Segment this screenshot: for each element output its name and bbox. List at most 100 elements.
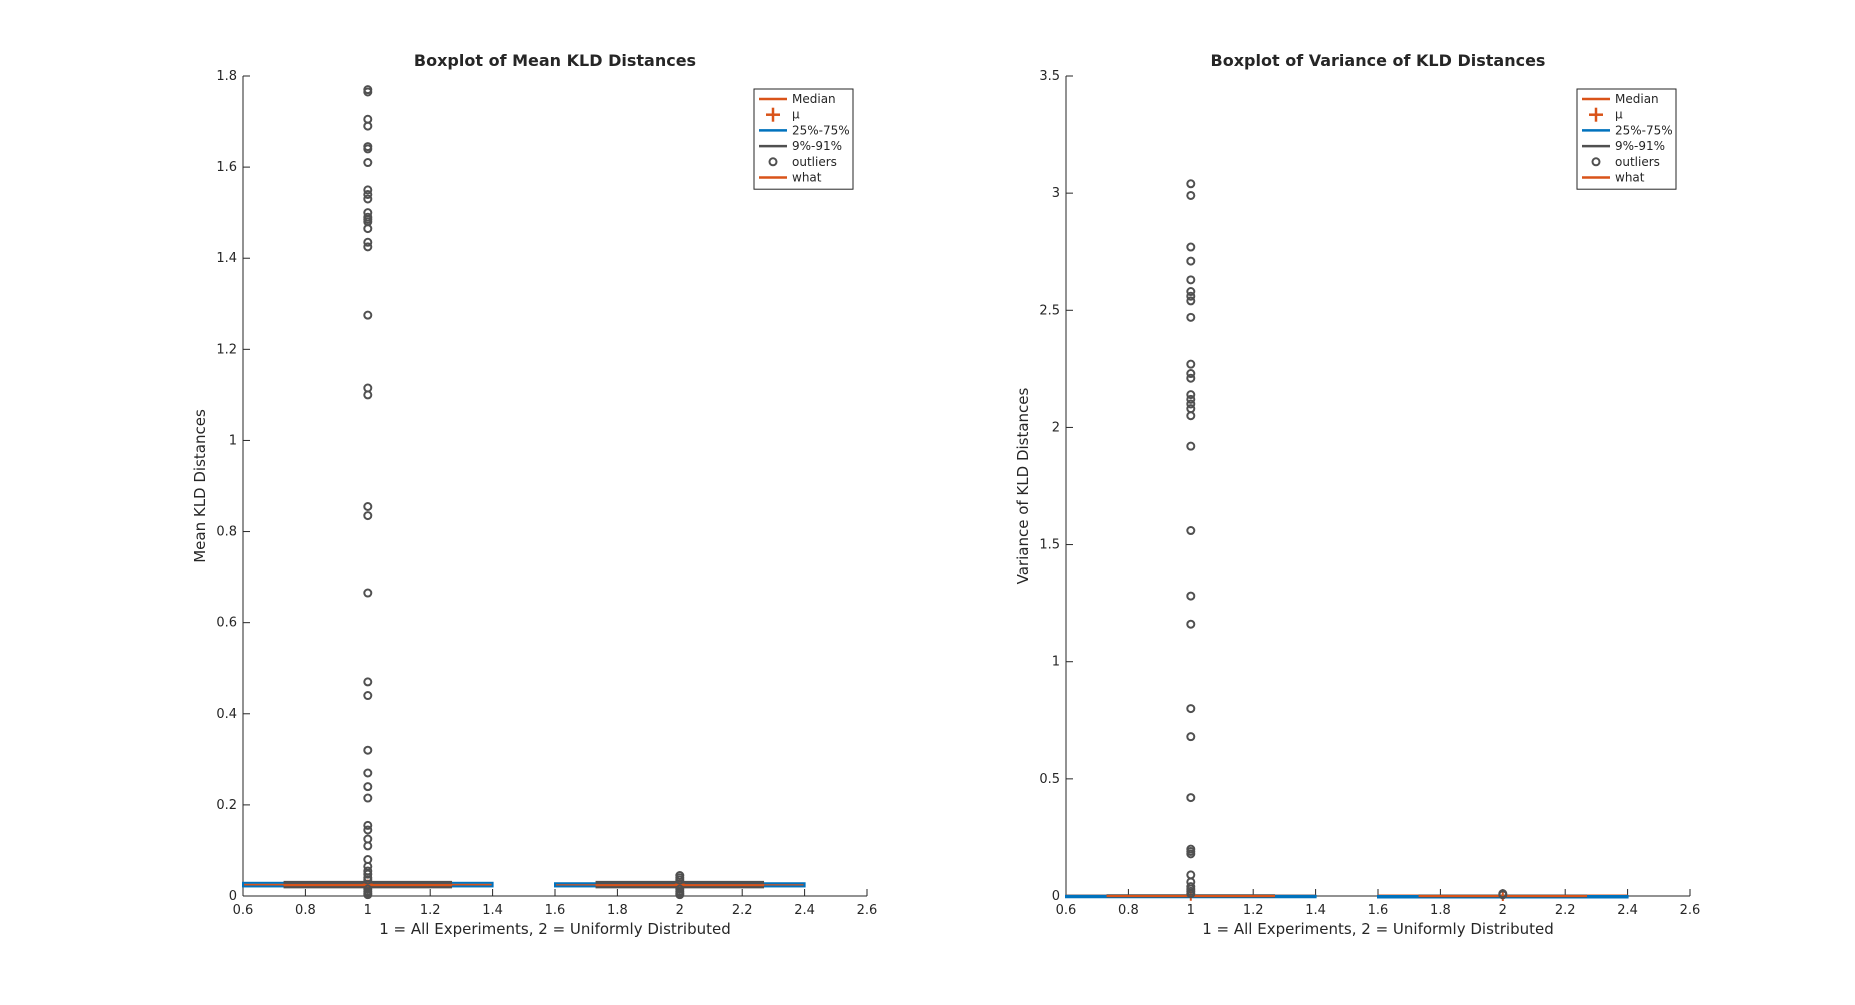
outlier-point: [1186, 390, 1196, 400]
legend-item: what: [759, 171, 822, 185]
outlier-point: [363, 841, 373, 851]
box-group-2: [1377, 889, 1629, 901]
x-tick-label: 2: [1499, 903, 1507, 918]
box-group-2: [554, 871, 806, 900]
legend-item: outliers: [768, 155, 837, 169]
x-tick-label: 2.2: [1555, 903, 1576, 918]
outlier-point: [1186, 296, 1196, 306]
outlier-point: [363, 782, 373, 792]
y-tick-label: 1.4: [216, 251, 237, 266]
box-group-1: [1065, 179, 1317, 901]
x-axis-label: 1 = All Experiments, 2 = Uniformly Distr…: [379, 920, 731, 938]
outlier-point: [1186, 411, 1196, 421]
outlier-point: [1186, 359, 1196, 369]
outlier-point: [1186, 369, 1196, 379]
x-axis-label: 1 = All Experiments, 2 = Uniformly Distr…: [1202, 920, 1554, 938]
y-tick-label: 1.5: [1039, 538, 1060, 553]
outlier-point: [1186, 732, 1196, 742]
legend-item: 25%-75%: [759, 123, 850, 137]
y-tick-label: 1: [1052, 655, 1060, 670]
outlier-point: [363, 677, 373, 687]
outlier-point: [363, 237, 373, 247]
x-tick-label: 2.6: [1680, 903, 1701, 918]
y-tick-label: 1.6: [216, 160, 237, 175]
y-tick-label: 0.5: [1039, 772, 1060, 787]
outlier-point: [363, 144, 373, 154]
y-tick-label: 1: [229, 433, 237, 448]
outlier-point: [363, 745, 373, 755]
legend-box: [753, 88, 854, 190]
y-tick-label: 0: [229, 889, 237, 904]
y-tick-label: 1.8: [216, 69, 237, 84]
outlier-point: [1186, 889, 1196, 899]
outlier-point: [363, 87, 373, 97]
x-tick-label: 1.4: [482, 903, 503, 918]
legend-label: 25%-75%: [792, 123, 850, 137]
legend-swatch-circle: [768, 157, 778, 167]
x-tick-label: 1.8: [1430, 903, 1451, 918]
legend-label: Median: [792, 92, 836, 106]
legend-item: μ: [766, 107, 800, 122]
outlier-point: [363, 793, 373, 803]
outlier-point: [1186, 704, 1196, 714]
legend-item: what: [1582, 171, 1645, 185]
outlier-point: [363, 189, 373, 199]
y-tick-label: 0: [1052, 889, 1060, 904]
x-tick-label: 2.4: [794, 903, 815, 918]
outlier-point: [1186, 287, 1196, 297]
outlier-point: [363, 825, 373, 835]
x-tick-label: 1.6: [545, 903, 566, 918]
legend-label: 9%-91%: [1615, 139, 1665, 153]
x-tick-label: 1.6: [1368, 903, 1389, 918]
outlier-point: [1498, 890, 1508, 900]
outlier-point: [363, 511, 373, 521]
outlier-point: [1186, 849, 1196, 859]
x-tick-label: 1: [1187, 903, 1195, 918]
box-group-1: [242, 85, 494, 900]
outlier-point: [363, 242, 373, 252]
y-tick-label: 3.5: [1039, 69, 1060, 84]
outlier-point: [675, 890, 685, 900]
x-tick-label: 1.8: [607, 903, 628, 918]
legend-box: [1576, 88, 1677, 190]
outlier-point: [363, 158, 373, 168]
legend-label: what: [792, 171, 822, 185]
chart-panel-1: Boxplot of Mean KLD Distances 0.6 0.8 1 1.2 1…: [191, 51, 877, 938]
outlier-point: [363, 875, 373, 885]
x-tick-label: 1.2: [420, 903, 441, 918]
outlier-point: [1186, 373, 1196, 383]
y-tick-label: 0.2: [216, 798, 237, 813]
x-tick-label: 0.8: [1118, 903, 1139, 918]
outlier-point: [1186, 526, 1196, 536]
legend-item: 25%-75%: [1582, 123, 1673, 137]
outlier-point: [363, 691, 373, 701]
outlier-point: [1186, 291, 1196, 301]
legend-item: 9%-91%: [759, 139, 842, 153]
outlier-point: [363, 890, 373, 900]
outlier-point: [363, 820, 373, 830]
outlier-point: [363, 768, 373, 778]
chart-title: Boxplot of Mean KLD Distances: [414, 51, 696, 70]
outlier-point: [363, 869, 373, 879]
x-tick-label: 2: [676, 903, 684, 918]
y-tick-label: 1.2: [216, 342, 237, 357]
outlier-point: [1186, 242, 1196, 252]
legend-label: 9%-91%: [792, 139, 842, 153]
legend: Median μ25%-75% 9%-91% outliers what: [1576, 88, 1677, 190]
x-tick-label: 1.2: [1243, 903, 1264, 918]
outlier-point: [1186, 399, 1196, 409]
outlier-point: [1186, 190, 1196, 200]
outlier-point: [363, 185, 373, 195]
outlier-point: [1186, 591, 1196, 601]
x-tick-label: 0.6: [1056, 903, 1077, 918]
chart-title: Boxplot of Variance of KLD Distances: [1211, 51, 1546, 70]
legend-label: μ: [1615, 108, 1623, 122]
outlier-point: [1186, 275, 1196, 285]
x-tick-label: 0.8: [295, 903, 316, 918]
x-tick-label: 2.6: [857, 903, 878, 918]
x-tick-label: 1: [364, 903, 372, 918]
outlier-point: [1186, 441, 1196, 451]
legend-label: μ: [792, 108, 800, 122]
x-tick-label: 2.4: [1617, 903, 1638, 918]
y-tick-label: 2.5: [1039, 303, 1060, 318]
